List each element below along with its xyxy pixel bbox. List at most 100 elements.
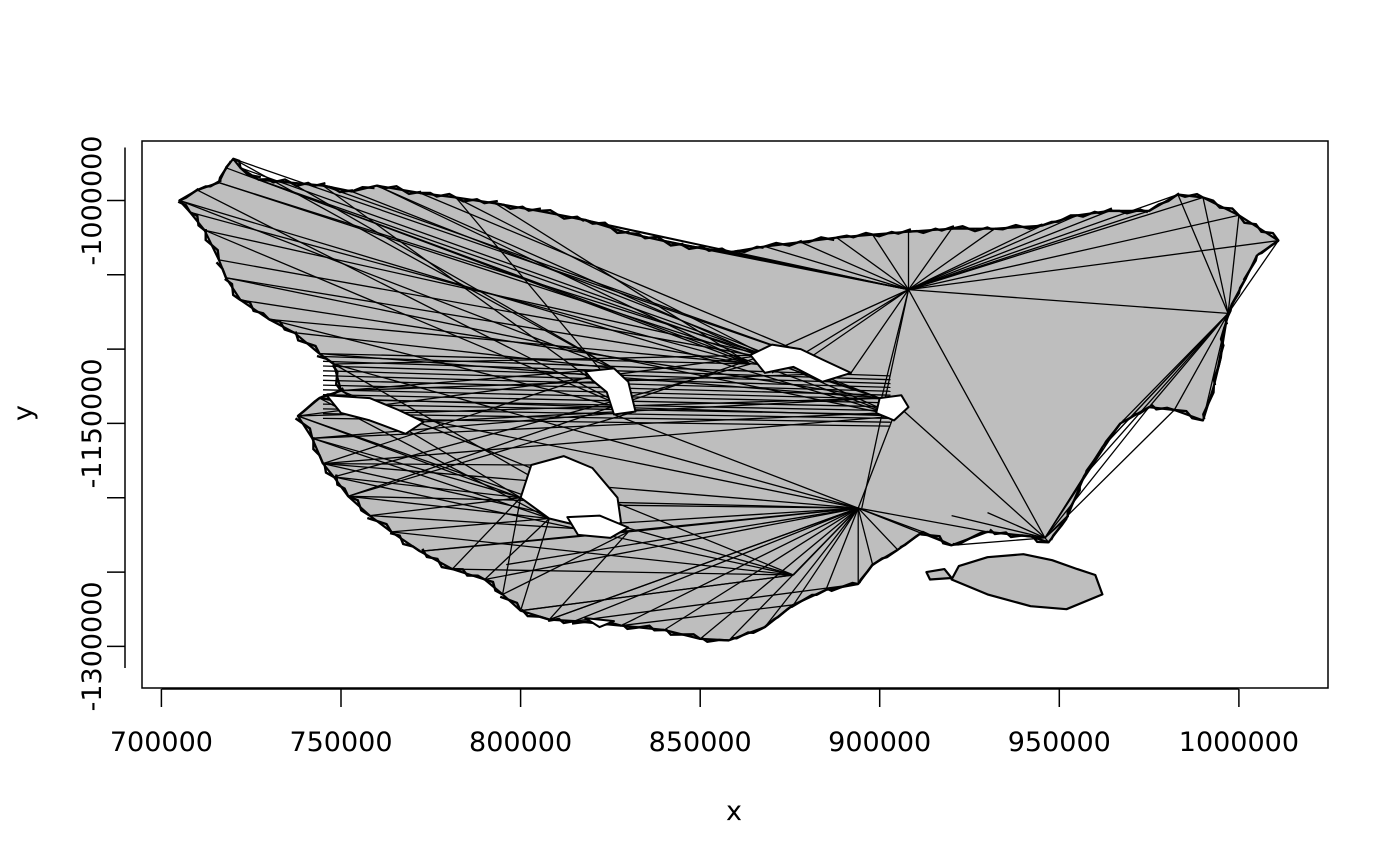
triangle-edge <box>792 507 859 606</box>
triangle-edge <box>290 182 615 369</box>
triangle-edge <box>322 403 891 416</box>
coastline-detail <box>177 157 1280 644</box>
triangle-edge <box>1173 313 1229 411</box>
coast-segment <box>664 627 701 640</box>
triangle-edge <box>908 196 1204 291</box>
triangle-edge <box>907 289 1046 539</box>
coast-segment <box>452 567 486 581</box>
coast-segment <box>728 245 764 254</box>
coast-segment <box>1218 326 1226 359</box>
coast-segment <box>700 636 729 644</box>
triangle-edge <box>322 398 891 412</box>
triangle-edge <box>520 574 794 612</box>
triangle-edge <box>879 289 910 406</box>
coast-segment <box>268 318 295 334</box>
y-axis-title: y <box>8 405 39 421</box>
coast-segment <box>499 595 522 612</box>
triangle-edge <box>312 410 636 439</box>
triangle-edge <box>1227 240 1279 314</box>
coast-segment <box>224 277 242 301</box>
triangle-edge <box>836 237 909 291</box>
triangle-edge <box>951 537 1046 546</box>
island-2 <box>925 567 953 581</box>
triangle-edge <box>333 476 794 576</box>
coast-segment <box>232 157 242 169</box>
triangle-edge <box>620 507 859 627</box>
hole-5 <box>519 455 623 530</box>
triangle-edge <box>502 531 629 595</box>
triangle-edge <box>987 512 1046 539</box>
triangle-edge <box>179 199 615 370</box>
triangle-edge <box>549 507 859 621</box>
triangle-edge <box>621 604 794 627</box>
coast-segment <box>1202 196 1240 217</box>
coast-segment <box>1049 517 1068 541</box>
coast-segment <box>204 229 221 261</box>
triangle-edge <box>764 507 859 628</box>
triangle-edge <box>908 288 1229 315</box>
triangle-edge <box>897 405 1046 539</box>
y-tick-label: -1300000 <box>77 581 108 711</box>
coast-segment <box>316 354 335 365</box>
coast-segment <box>908 225 955 235</box>
coast-segment <box>1066 474 1086 518</box>
hole-2 <box>584 367 637 416</box>
coast-segment <box>389 531 421 553</box>
triangle-edge <box>857 405 899 509</box>
coast-segment <box>294 417 314 439</box>
coast-segment <box>217 165 229 183</box>
triangle-edge <box>319 352 751 365</box>
hole-7 <box>584 617 615 629</box>
x-tick-label: 850000 <box>649 727 752 758</box>
triangle-edge <box>204 229 636 413</box>
triangle-edge <box>495 202 751 365</box>
triangle-edge <box>1177 194 1229 314</box>
coast-segment <box>1257 239 1280 256</box>
triangle-edge <box>423 397 880 423</box>
coast-segment <box>872 228 912 238</box>
x-tick-label: 1000000 <box>1179 727 1299 758</box>
coast-segment <box>989 528 1031 539</box>
triangle-edge <box>800 289 909 365</box>
coast-segment <box>764 239 803 248</box>
triangle-edge <box>907 228 953 290</box>
coast-segment <box>1030 534 1049 544</box>
triangle-edge <box>519 518 550 611</box>
coast-segment <box>994 223 1043 231</box>
coast-segment <box>419 191 457 199</box>
triangle-edge <box>1101 312 1229 448</box>
triangle-edge <box>857 507 924 533</box>
triangle-edge <box>1227 215 1240 314</box>
coast-segment <box>764 603 795 629</box>
hole-3 <box>875 394 910 422</box>
coast-segment <box>1040 214 1078 227</box>
coast-segment <box>189 211 206 232</box>
x-tick-label: 950000 <box>1008 727 1111 758</box>
coast-segment <box>547 617 575 625</box>
coast-segment <box>322 184 354 194</box>
coast-segment <box>952 530 988 546</box>
triangle-edge <box>728 251 909 291</box>
triangle-edge <box>376 185 751 365</box>
coast-segment <box>1237 214 1280 242</box>
triangle-edge <box>850 289 910 374</box>
hole-6 <box>566 514 630 539</box>
coast-segment <box>240 298 270 321</box>
triangle-edge <box>621 507 859 524</box>
coast-segment <box>628 232 684 247</box>
coast-segment <box>1150 403 1175 412</box>
coast-segment <box>1242 255 1259 281</box>
triangle-edge <box>311 437 550 520</box>
triangle-edge <box>764 245 909 291</box>
coast-segment <box>1109 208 1149 215</box>
coast-segment <box>800 236 835 244</box>
coast-segment <box>826 581 859 593</box>
triangle-edge <box>322 393 891 408</box>
x-tick-label: 750000 <box>289 727 392 758</box>
triangle-edge <box>1202 197 1229 314</box>
triangle-edge <box>908 193 1179 291</box>
coast-segment <box>538 208 585 223</box>
coast-segment <box>294 331 321 355</box>
triangle-edge <box>348 495 550 520</box>
